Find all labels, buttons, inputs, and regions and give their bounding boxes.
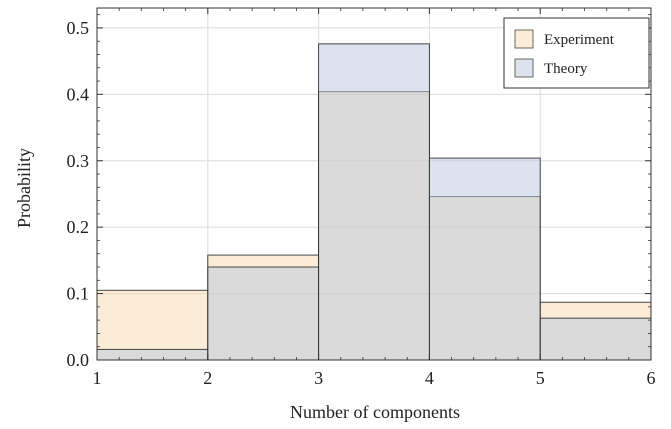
y-tick-label: 0.3	[67, 151, 90, 171]
legend-box	[503, 17, 650, 89]
bar-experiment-1	[96, 289, 209, 361]
plot-frame	[96, 7, 652, 361]
y-axis-title: Probability	[14, 148, 34, 228]
y-tick-label: 0.2	[67, 217, 90, 237]
x-tick-label: 1	[93, 368, 102, 388]
x-tick-label: 3	[314, 368, 323, 388]
bar-theory-5	[539, 317, 652, 361]
bar-theory-4	[428, 157, 541, 361]
x-tick-labels: 1 2 3 4 5 6	[93, 368, 656, 388]
x-tick-label: 4	[425, 368, 434, 388]
y-tick-labels: 0.0 0.1 0.2 0.3 0.4 0.5	[67, 18, 90, 370]
x-axis-title: Number of components	[290, 402, 460, 422]
legend-swatch-theory	[514, 58, 534, 78]
legend: Experiment Theory	[503, 17, 650, 89]
y-tick-label: 0.4	[67, 84, 90, 104]
x-tick-label: 6	[647, 368, 656, 388]
bar-theory-1	[96, 348, 209, 361]
legend-label-experiment: Experiment	[544, 32, 615, 48]
x-tick-label: 2	[203, 368, 212, 388]
x-tick-label: 5	[536, 368, 545, 388]
bars-layer	[96, 43, 652, 361]
y-tick-label: 0.0	[67, 350, 90, 370]
axis-ticks	[96, 8, 652, 361]
legend-label-theory: Theory	[544, 61, 588, 77]
legend-swatch-experiment	[514, 29, 534, 49]
bar-theory-2	[207, 266, 320, 361]
y-tick-label: 0.1	[67, 284, 90, 304]
y-tick-label: 0.5	[67, 18, 90, 38]
bar-theory-3	[318, 43, 430, 361]
